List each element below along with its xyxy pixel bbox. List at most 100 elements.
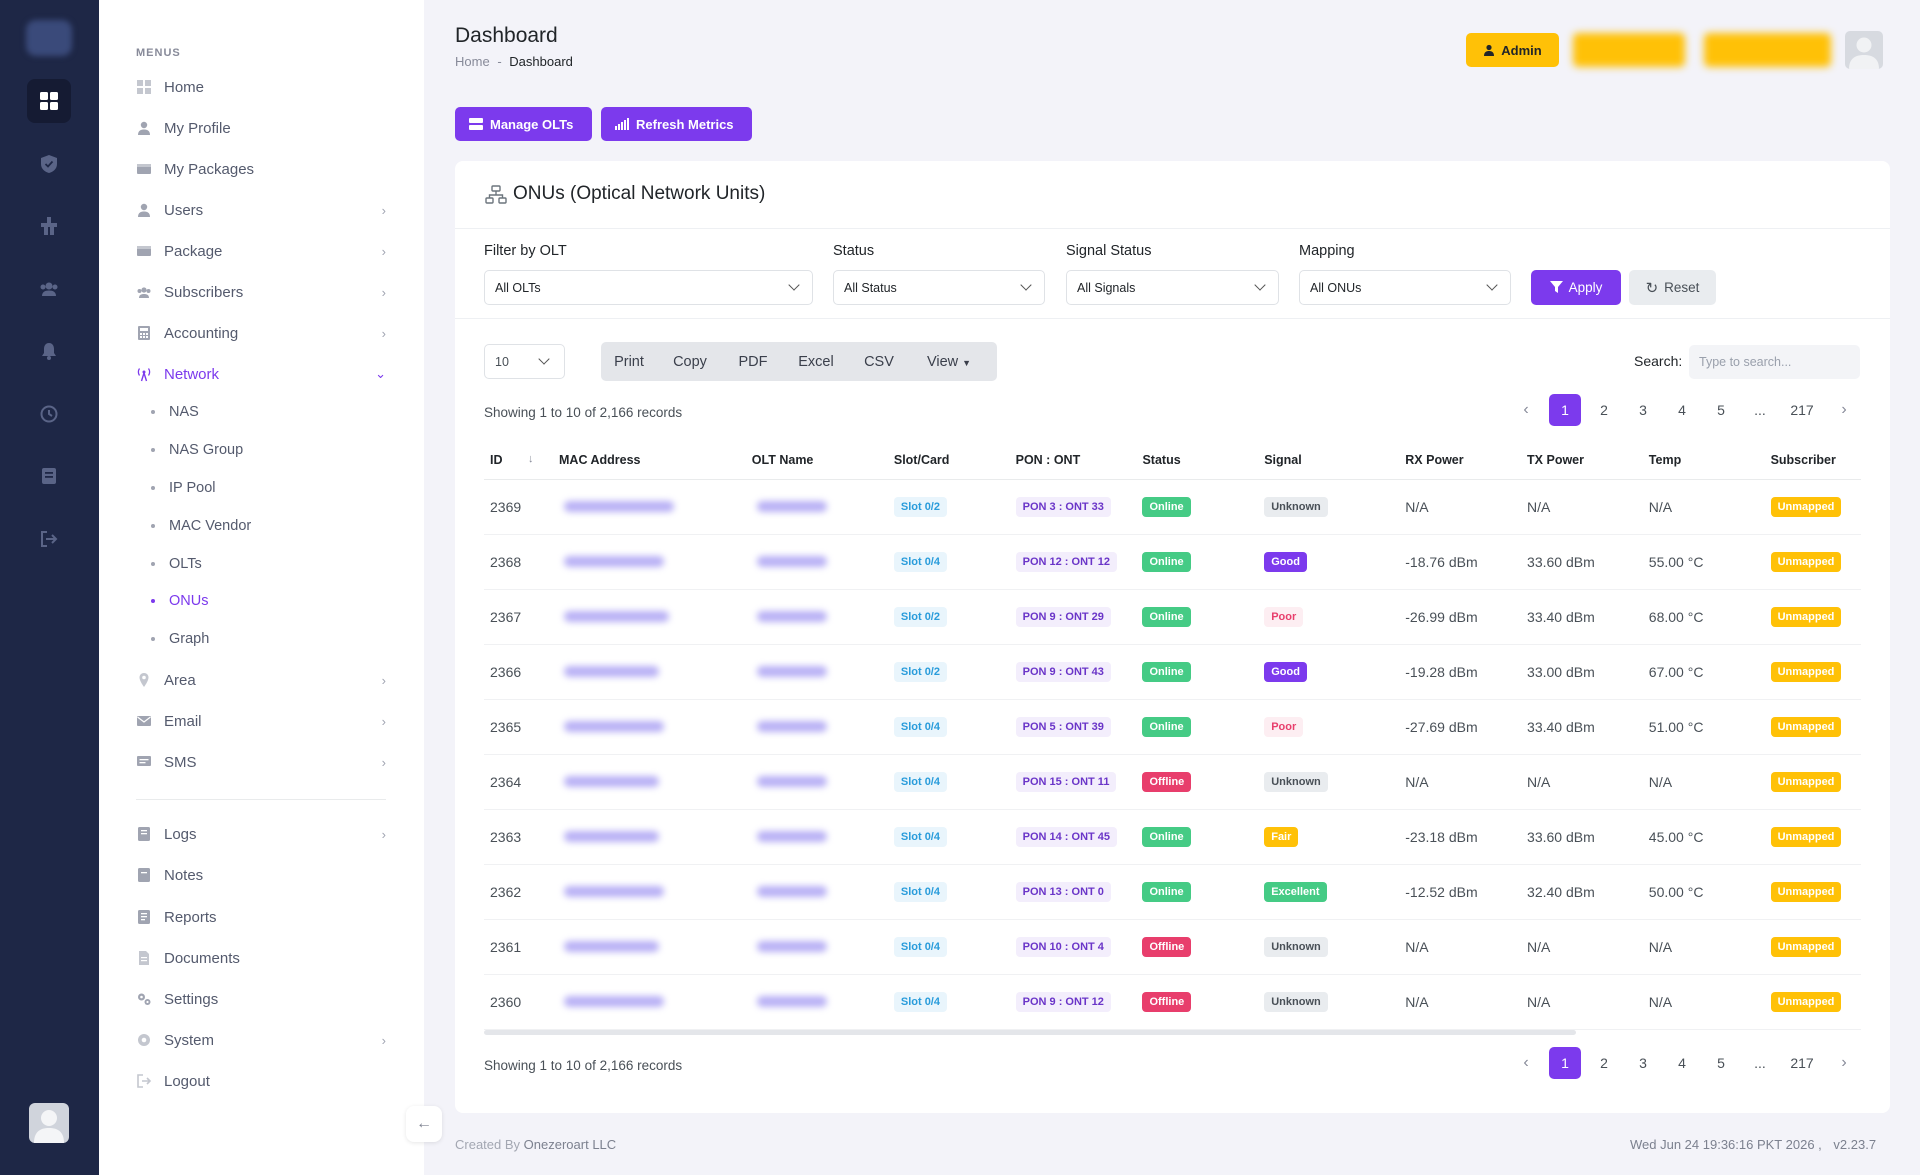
refresh-metrics-button[interactable]: Refresh Metrics xyxy=(601,107,752,141)
table-row[interactable]: 2364 Slot 0/4 PON 15 : ONT 11 Offline Unknow… xyxy=(484,754,1861,810)
table-row[interactable]: 2362 Slot 0/4 PON 13 : ONT 0 Online Excellen… xyxy=(484,864,1861,920)
sidebar-item-logs[interactable]: Logs › xyxy=(136,819,396,849)
prev-page-button[interactable]: ‹ xyxy=(1523,401,1529,418)
cell-slot: Slot 0/2 xyxy=(887,644,1010,700)
user-avatar[interactable] xyxy=(29,1103,69,1143)
apply-button[interactable]: Apply xyxy=(1531,270,1621,305)
cell-signal: Unknown xyxy=(1258,919,1400,975)
hidden-button-2[interactable] xyxy=(1704,33,1831,67)
page-button[interactable]: 4 xyxy=(1678,1055,1686,1071)
search-input[interactable] xyxy=(1689,345,1860,379)
table-row[interactable]: 2368 Slot 0/4 PON 12 : ONT 12 Online Good -18… xyxy=(484,534,1861,590)
col-mac-address[interactable]: MAC Address xyxy=(553,441,746,480)
sidebar-sub-onus[interactable]: ONUs xyxy=(151,588,208,614)
table-horizontal-scrollbar[interactable] xyxy=(484,1030,1576,1035)
sidebar-item-package[interactable]: Package › xyxy=(136,236,396,266)
header-avatar[interactable] xyxy=(1845,31,1883,69)
page-button[interactable]: 3 xyxy=(1639,1055,1647,1071)
page-button[interactable]: 5 xyxy=(1717,1055,1725,1071)
sidebar-item-my-packages[interactable]: My Packages xyxy=(136,154,396,184)
excel-button[interactable]: Excel xyxy=(798,353,834,370)
view-dropdown-button[interactable]: View ▼ xyxy=(926,353,972,370)
table-row[interactable]: 2360 Slot 0/4 PON 9 : ONT 12 Offline Unknown… xyxy=(484,974,1861,1030)
copy-button[interactable]: Copy xyxy=(673,353,707,370)
sidebar-item-reports[interactable]: Reports xyxy=(136,902,396,932)
page-button[interactable]: 1 xyxy=(1549,1047,1581,1079)
rail-dashboard-icon[interactable] xyxy=(27,79,71,123)
sidebar-item-subscribers[interactable]: Subscribers › xyxy=(136,277,396,307)
rail-users-icon[interactable] xyxy=(27,267,71,311)
sidebar-item-sms[interactable]: SMS › xyxy=(136,747,396,777)
sidebar-item-network[interactable]: Network ⌄ xyxy=(136,359,396,389)
table-row[interactable]: 2369 Slot 0/2 PON 3 : ONT 33 Online Unknown N… xyxy=(484,479,1861,535)
next-page-button[interactable]: › xyxy=(1841,401,1847,418)
rail-history-icon[interactable] xyxy=(27,392,71,436)
col-status[interactable]: Status xyxy=(1136,441,1259,480)
sidebar-sub-nas-group[interactable]: NAS Group xyxy=(151,437,243,463)
filter-signal-select[interactable]: All Signals xyxy=(1066,270,1279,305)
page-length-select[interactable]: 10 xyxy=(484,344,565,379)
signal-badge: Unknown xyxy=(1264,991,1328,1012)
sidebar-item-email[interactable]: Email › xyxy=(136,706,396,736)
manage-olts-button[interactable]: Manage OLTs xyxy=(455,107,592,141)
sidebar-item-users[interactable]: Users › xyxy=(136,195,396,225)
sidebar-sub-ip-pool[interactable]: IP Pool xyxy=(151,475,216,501)
rail-logout-icon[interactable] xyxy=(27,517,71,561)
rail-book-icon[interactable] xyxy=(27,454,71,498)
col-id[interactable]: ID ↓ xyxy=(484,441,553,480)
csv-button[interactable]: CSV xyxy=(864,353,894,370)
page-button[interactable]: 1 xyxy=(1549,394,1581,426)
reset-button[interactable]: ↻ Reset xyxy=(1629,270,1716,305)
page-button[interactable]: 2 xyxy=(1600,402,1608,418)
sidebar-item-my-profile[interactable]: My Profile xyxy=(136,113,396,143)
filter-mapping-select[interactable]: All ONUs xyxy=(1299,270,1511,305)
col-temp[interactable]: Temp xyxy=(1642,441,1765,480)
next-page-button[interactable]: › xyxy=(1841,1054,1847,1071)
table-row[interactable]: 2365 Slot 0/4 PON 5 : ONT 39 Online Poor -27.… xyxy=(484,699,1861,755)
sidebar-sub-graph[interactable]: Graph xyxy=(151,626,209,652)
col-tx-power[interactable]: TX Power xyxy=(1521,441,1643,480)
breadcrumb-home[interactable]: Home xyxy=(455,54,490,69)
col-subscriber[interactable]: Subscriber xyxy=(1764,441,1861,480)
print-button[interactable]: Print xyxy=(614,353,644,370)
page-button[interactable]: 5 xyxy=(1717,402,1725,418)
page-button[interactable]: 3 xyxy=(1639,402,1647,418)
col-pon-ont[interactable]: PON : ONT xyxy=(1009,441,1137,480)
table-row[interactable]: 2363 Slot 0/4 PON 14 : ONT 45 Online Fair -23… xyxy=(484,809,1861,865)
page-button[interactable]: 4 xyxy=(1678,402,1686,418)
col-signal[interactable]: Signal xyxy=(1258,441,1400,480)
sidebar-item-area[interactable]: Area › xyxy=(136,665,396,695)
col-slot-card[interactable]: Slot/Card xyxy=(887,441,1010,480)
rail-plugin-icon[interactable] xyxy=(27,204,71,248)
admin-button[interactable]: Admin xyxy=(1466,33,1559,67)
page-button[interactable]: 217 xyxy=(1790,1055,1814,1071)
filter-olt-select[interactable]: All OLTs xyxy=(484,270,813,305)
pdf-button[interactable]: PDF xyxy=(738,353,768,370)
sidebar-item-accounting[interactable]: Accounting › xyxy=(136,318,396,348)
sidebar-collapse-button[interactable]: ← xyxy=(406,1106,442,1142)
prev-page-button[interactable]: ‹ xyxy=(1523,1054,1529,1071)
hidden-button-1[interactable] xyxy=(1573,33,1685,67)
sidebar-sub-olts[interactable]: OLTs xyxy=(151,551,202,577)
sidebar-item-logout[interactable]: Logout xyxy=(136,1066,396,1096)
chevron-right-icon: › xyxy=(381,754,386,770)
table-row[interactable]: 2366 Slot 0/2 PON 9 : ONT 43 Online Good -19.… xyxy=(484,644,1861,700)
page-button[interactable]: 2 xyxy=(1600,1055,1608,1071)
sidebar-item-documents[interactable]: Documents xyxy=(136,943,396,973)
sidebar-item-notes[interactable]: Notes xyxy=(136,860,396,890)
page-button[interactable]: 217 xyxy=(1790,402,1814,418)
sidebar-item-home[interactable]: Home xyxy=(136,72,396,102)
filter-status-select[interactable]: All Status xyxy=(833,270,1045,305)
col-olt-name[interactable]: OLT Name xyxy=(745,441,888,480)
cell-status: Online xyxy=(1136,589,1259,645)
table-row[interactable]: 2367 Slot 0/2 PON 9 : ONT 29 Online Poor -26.… xyxy=(484,589,1861,645)
company-link[interactable]: Onezeroart LLC xyxy=(523,1137,617,1152)
rail-shield-icon[interactable] xyxy=(27,142,71,186)
col-rx-power[interactable]: RX Power xyxy=(1399,441,1522,480)
rail-bell-icon[interactable] xyxy=(27,329,71,373)
sidebar-sub-mac-vendor[interactable]: MAC Vendor xyxy=(151,513,251,539)
sidebar-item-system[interactable]: System › xyxy=(136,1025,396,1055)
table-row[interactable]: 2361 Slot 0/4 PON 10 : ONT 4 Offline Unknown… xyxy=(484,919,1861,975)
sidebar-sub-nas[interactable]: NAS xyxy=(151,399,199,425)
sidebar-item-settings[interactable]: Settings xyxy=(136,984,396,1014)
